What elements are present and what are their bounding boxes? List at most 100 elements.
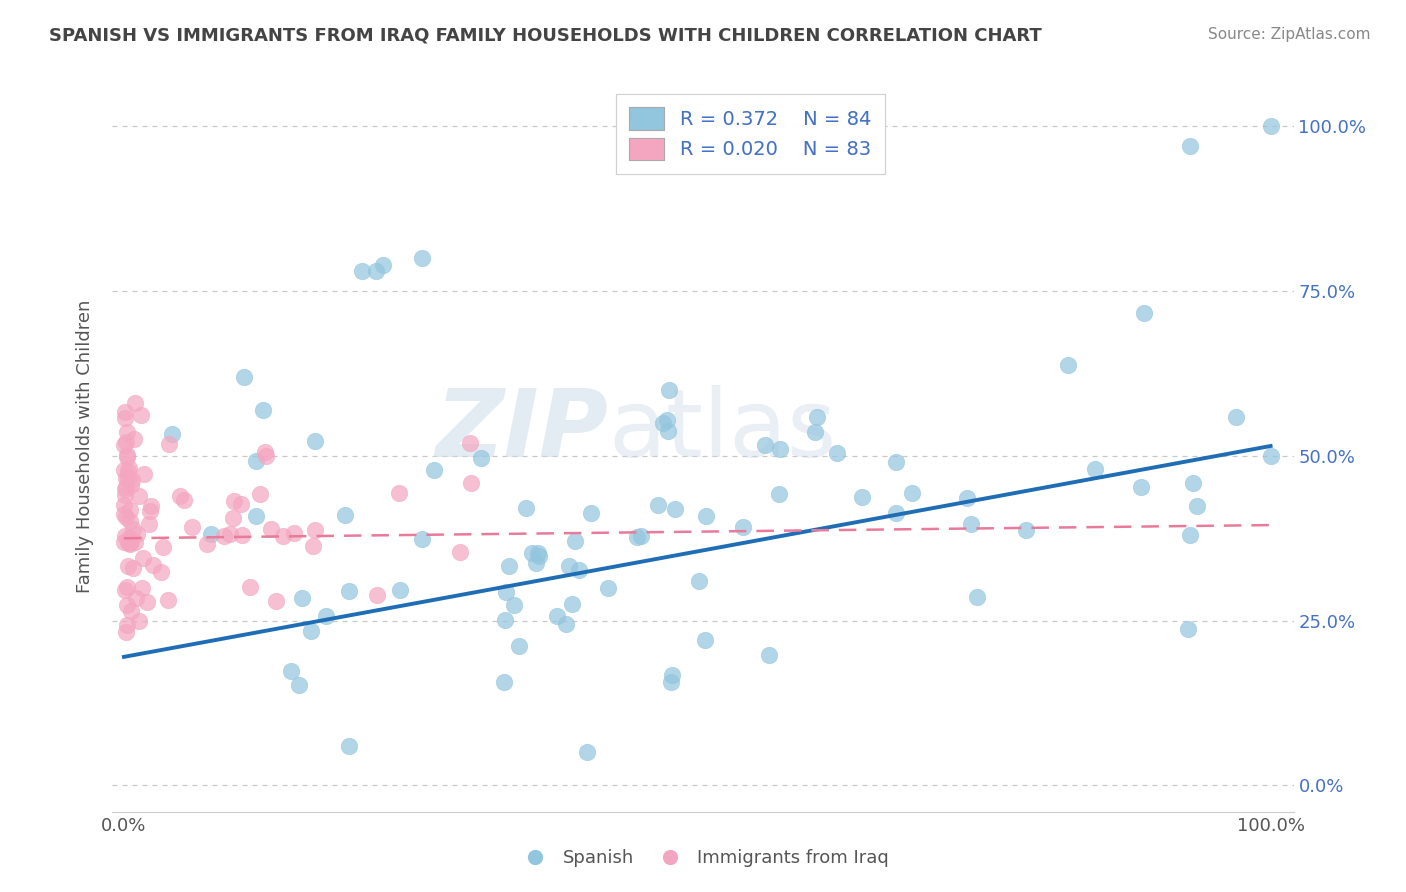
Point — [498, 558, 520, 573]
Point — [114, 410, 136, 425]
Point — [333, 508, 356, 523]
Point — [139, 499, 162, 513]
Point — [299, 624, 322, 638]
Point — [1181, 475, 1204, 490]
Point — [568, 563, 591, 577]
Point — [560, 597, 582, 611]
Point — [112, 507, 135, 521]
Point — [114, 624, 136, 639]
Point — [1129, 480, 1152, 494]
Point — [124, 534, 146, 549]
Point — [664, 502, 686, 516]
Point — [114, 405, 136, 419]
Point — [825, 446, 848, 460]
Point — [366, 264, 388, 278]
Point — [1177, 622, 1199, 636]
Point — [264, 594, 287, 608]
Point — [229, 497, 252, 511]
Point — [118, 461, 141, 475]
Point — [249, 487, 271, 501]
Point — [129, 408, 152, 422]
Point — [422, 463, 444, 477]
Point — [254, 449, 277, 463]
Point — [120, 537, 142, 551]
Point — [658, 383, 681, 397]
Point — [131, 581, 153, 595]
Point — [366, 588, 388, 602]
Point — [527, 546, 550, 560]
Point — [502, 599, 524, 613]
Point — [157, 592, 180, 607]
Point — [546, 608, 568, 623]
Point — [494, 613, 516, 627]
Point — [411, 251, 433, 265]
Point — [966, 590, 988, 604]
Point — [495, 584, 517, 599]
Point — [1260, 120, 1282, 134]
Point — [337, 583, 360, 598]
Point — [1084, 461, 1107, 475]
Point — [884, 506, 907, 520]
Point — [117, 558, 139, 573]
Point — [195, 536, 218, 550]
Point — [806, 410, 828, 425]
Point — [803, 425, 825, 439]
Point — [118, 503, 141, 517]
Point — [222, 494, 245, 508]
Point — [956, 491, 979, 505]
Text: SPANISH VS IMMIGRANTS FROM IRAQ FAMILY HOUSEHOLDS WITH CHILDREN CORRELATION CHAR: SPANISH VS IMMIGRANTS FROM IRAQ FAMILY H… — [49, 27, 1042, 45]
Point — [132, 467, 155, 481]
Text: ZIP: ZIP — [436, 385, 609, 477]
Point — [219, 526, 242, 541]
Point — [117, 534, 139, 549]
Point — [135, 595, 157, 609]
Point — [149, 565, 172, 579]
Point — [181, 519, 204, 533]
Point — [118, 514, 141, 528]
Point — [169, 489, 191, 503]
Point — [388, 582, 411, 597]
Point — [960, 516, 983, 531]
Point — [114, 582, 136, 597]
Point — [245, 454, 267, 468]
Point — [138, 503, 160, 517]
Point — [1185, 499, 1208, 513]
Point — [232, 369, 254, 384]
Point — [115, 580, 138, 594]
Point — [373, 258, 395, 272]
Point — [315, 608, 337, 623]
Text: atlas: atlas — [609, 385, 837, 477]
Point — [122, 522, 145, 536]
Point — [626, 530, 648, 544]
Point — [245, 508, 267, 523]
Point — [138, 516, 160, 531]
Point — [1180, 139, 1202, 153]
Point — [125, 527, 148, 541]
Point — [1180, 528, 1202, 542]
Point — [117, 425, 139, 440]
Point — [253, 444, 276, 458]
Point — [114, 434, 136, 449]
Point — [1056, 358, 1078, 372]
Point — [260, 522, 283, 536]
Legend: R = 0.372    N = 84, R = 0.020    N = 83: R = 0.372 N = 84, R = 0.020 N = 83 — [616, 94, 884, 174]
Point — [651, 416, 673, 430]
Point — [117, 471, 139, 485]
Point — [661, 667, 683, 681]
Legend: Spanish, Immigrants from Iraq: Spanish, Immigrants from Iraq — [510, 842, 896, 874]
Point — [304, 523, 326, 537]
Point — [337, 739, 360, 754]
Point — [564, 533, 586, 548]
Point — [120, 604, 142, 618]
Point — [222, 511, 245, 525]
Point — [283, 526, 305, 541]
Point — [117, 464, 139, 478]
Point — [115, 450, 138, 465]
Point — [768, 487, 790, 501]
Point — [460, 475, 482, 490]
Point — [115, 598, 138, 612]
Point — [162, 427, 184, 442]
Point — [494, 675, 516, 690]
Point — [526, 556, 548, 570]
Text: Source: ZipAtlas.com: Source: ZipAtlas.com — [1208, 27, 1371, 42]
